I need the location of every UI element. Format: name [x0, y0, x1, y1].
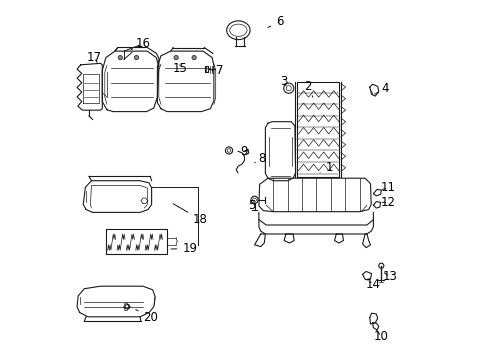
Text: 12: 12 — [380, 196, 395, 209]
Text: 2: 2 — [303, 80, 312, 97]
Text: 6: 6 — [267, 15, 283, 28]
Text: 16: 16 — [131, 37, 150, 50]
Text: 14: 14 — [365, 278, 380, 291]
Text: 11: 11 — [380, 181, 395, 194]
Circle shape — [174, 55, 178, 60]
Text: 7: 7 — [212, 64, 223, 77]
Circle shape — [118, 55, 122, 60]
Text: 4: 4 — [376, 82, 388, 95]
Text: 5: 5 — [247, 199, 255, 212]
Text: 3: 3 — [280, 75, 287, 87]
Ellipse shape — [226, 21, 249, 40]
Text: 10: 10 — [373, 330, 388, 343]
Circle shape — [192, 55, 196, 60]
Text: 18: 18 — [173, 204, 207, 226]
Text: 1: 1 — [320, 161, 332, 174]
Circle shape — [134, 55, 139, 60]
Text: 8: 8 — [254, 152, 265, 165]
Text: 15: 15 — [173, 62, 187, 75]
Text: 13: 13 — [382, 270, 397, 283]
Text: 19: 19 — [171, 242, 197, 255]
Text: 9: 9 — [240, 145, 247, 158]
Text: 17: 17 — [86, 51, 102, 64]
Text: 20: 20 — [136, 310, 158, 324]
